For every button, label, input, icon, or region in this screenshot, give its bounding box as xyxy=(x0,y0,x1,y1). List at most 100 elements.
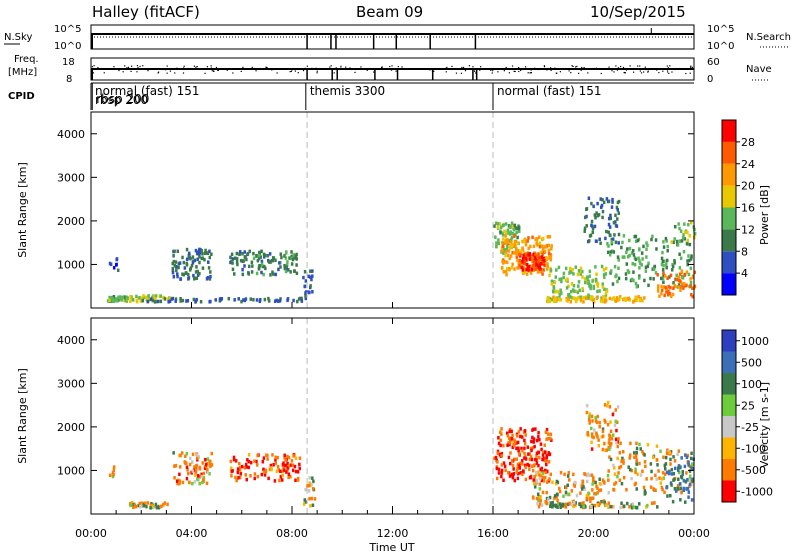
data-cell xyxy=(582,300,585,304)
data-cell xyxy=(547,436,550,441)
data-cell xyxy=(535,461,539,465)
data-cell xyxy=(532,463,536,468)
freq-dot xyxy=(552,68,554,70)
data-cell xyxy=(523,446,526,451)
data-cell xyxy=(673,486,677,491)
data-cell xyxy=(286,466,290,470)
nsky-tick-bottom: 10^0 xyxy=(54,41,81,52)
data-cell xyxy=(495,241,498,245)
data-cell xyxy=(140,501,144,505)
data-cell xyxy=(198,465,201,470)
data-cell xyxy=(521,239,524,244)
data-cell xyxy=(632,505,636,509)
data-cell xyxy=(287,472,291,476)
data-cell xyxy=(566,483,569,488)
freq-dot xyxy=(474,70,476,72)
data-cell xyxy=(185,451,189,456)
data-cell xyxy=(206,457,210,461)
freq-dot xyxy=(570,72,572,74)
data-cell xyxy=(524,240,528,245)
data-cell xyxy=(672,286,675,291)
data-cell xyxy=(201,461,204,465)
data-cell xyxy=(629,441,632,446)
data-cell xyxy=(683,282,686,286)
data-cell xyxy=(647,261,650,266)
data-cell xyxy=(689,284,692,288)
data-cell xyxy=(248,249,251,254)
data-cell xyxy=(608,455,611,459)
data-cell xyxy=(198,475,201,479)
data-cell xyxy=(547,460,551,464)
data-cell xyxy=(631,502,635,506)
data-cell xyxy=(283,463,287,468)
data-cell xyxy=(675,239,679,244)
data-cell xyxy=(282,461,285,465)
data-cell xyxy=(515,441,518,445)
data-cell xyxy=(506,228,510,233)
data-cell xyxy=(296,299,299,304)
freq-dot xyxy=(513,68,515,70)
freq-dot xyxy=(195,66,197,68)
data-cell xyxy=(541,252,544,256)
data-cell xyxy=(202,471,206,476)
data-cell xyxy=(588,274,591,278)
data-cell xyxy=(572,472,575,477)
data-cell xyxy=(587,491,591,496)
data-cell xyxy=(541,453,545,457)
freq-dot xyxy=(622,68,625,70)
data-cell xyxy=(682,488,686,493)
data-cell xyxy=(534,257,538,261)
data-cell xyxy=(556,505,559,509)
data-cell xyxy=(230,474,233,478)
data-cell xyxy=(581,483,584,487)
freq-dot xyxy=(543,65,545,67)
data-cell xyxy=(198,255,201,259)
data-cell xyxy=(666,276,669,280)
data-cell xyxy=(601,434,605,438)
data-cell xyxy=(259,255,262,259)
data-cell xyxy=(119,296,122,300)
data-cell xyxy=(614,213,617,218)
data-cell xyxy=(555,481,558,486)
data-cell xyxy=(676,468,680,473)
data-cell xyxy=(610,237,614,242)
data-cell xyxy=(546,480,549,484)
data-cell xyxy=(286,260,289,264)
data-cell xyxy=(210,252,213,256)
colorbar-label: -25 xyxy=(741,421,759,434)
data-cell xyxy=(572,504,575,509)
data-cell xyxy=(585,403,589,408)
data-cell xyxy=(541,272,544,276)
freq-label-line2: [MHz] xyxy=(8,67,37,78)
freq-dot xyxy=(497,71,499,73)
data-cell xyxy=(568,266,572,271)
y-tick-label: 1000 xyxy=(57,258,85,271)
data-cell xyxy=(629,453,632,457)
data-cell xyxy=(494,455,498,460)
nsky-label: N.Sky xyxy=(4,32,32,43)
data-cell xyxy=(285,470,288,474)
data-cell xyxy=(173,264,177,268)
data-cell xyxy=(192,277,196,281)
data-cell xyxy=(679,288,682,292)
data-cell xyxy=(178,261,182,265)
data-cell xyxy=(611,200,614,204)
data-cell xyxy=(610,437,614,441)
data-cell xyxy=(663,274,667,278)
data-cell xyxy=(674,466,677,471)
colorbar-swatch xyxy=(722,416,736,438)
data-cell xyxy=(687,222,690,227)
data-cell xyxy=(538,241,542,246)
data-cell xyxy=(531,475,535,479)
data-cell xyxy=(280,478,284,482)
data-cell xyxy=(271,272,275,276)
data-cell xyxy=(131,297,135,302)
data-cell xyxy=(206,467,209,472)
data-cell xyxy=(275,298,278,303)
data-cell xyxy=(690,451,693,456)
data-cell xyxy=(589,286,592,291)
data-cell xyxy=(218,297,222,301)
data-cell xyxy=(290,459,294,463)
data-cell xyxy=(627,465,630,469)
